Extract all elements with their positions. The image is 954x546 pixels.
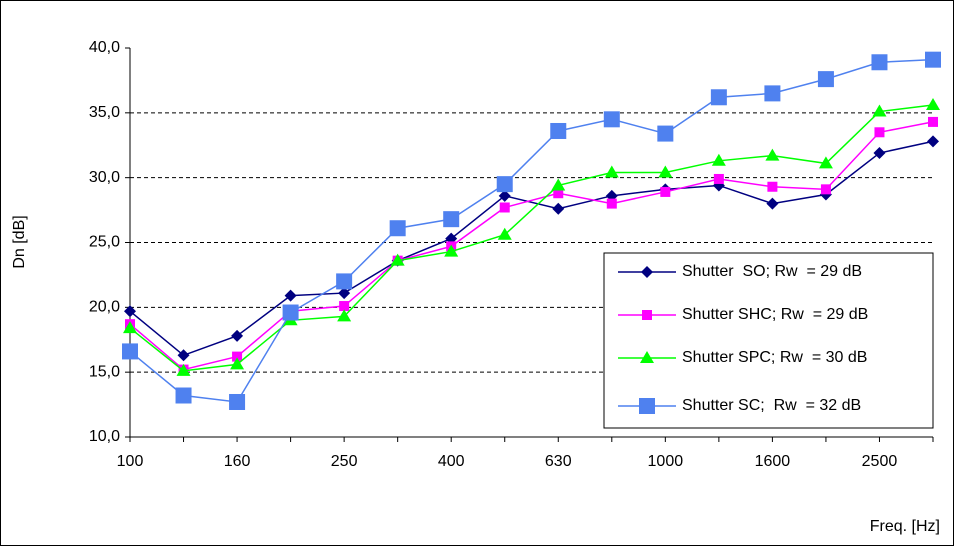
data-point [871,54,888,71]
data-point [820,184,831,195]
legend-box [603,252,934,429]
series-line [129,140,934,357]
data-point [282,304,299,321]
data-point [604,165,619,178]
data-point [766,197,779,210]
data-point [552,202,565,215]
data-point [338,287,351,300]
data-point [713,173,724,184]
series-line [129,121,934,371]
x-tick-label: 160 [224,453,251,470]
data-point [443,211,460,228]
data-point [177,349,190,362]
data-point [764,85,781,102]
y-tick-label: 25,0 [89,234,120,251]
data-point [818,156,833,169]
data-point [230,357,245,370]
data-point [550,122,567,139]
legend-marker [639,398,655,414]
legend-marker [642,310,652,320]
data-point [711,153,726,166]
x-axis-label: Freq. [Hz] [870,518,940,535]
y-tick-label: 15,0 [89,363,120,380]
data-point [339,301,350,312]
data-point [122,343,138,360]
data-point [603,111,620,128]
data-point [928,116,938,127]
data-point [124,305,136,318]
legend-marker [641,266,653,278]
data-point [337,309,352,322]
data-point [606,198,617,209]
data-point [284,289,297,302]
legend-label: Shutter SPC; Rw = 30 dB [682,349,867,366]
data-point [553,188,564,199]
legend-label: Shutter SHC; Rw = 29 dB [682,306,868,323]
data-point [873,147,886,160]
data-point [551,178,566,191]
legend-marker [640,351,654,363]
data-point [175,387,192,404]
legend-label: Shutter SO; Rw = 29 dB [682,263,862,280]
data-point [498,189,511,202]
data-point [123,321,137,334]
data-point [874,127,885,138]
series-line [129,58,934,403]
data-point [389,220,406,237]
data-point [765,148,780,161]
x-tick-label: 100 [117,453,144,470]
series-line [129,104,934,372]
y-tick-label: 35,0 [89,104,120,121]
x-tick-label: 250 [331,453,358,470]
data-point [232,351,243,362]
data-point [496,176,513,193]
data-point [926,98,940,111]
data-point [444,244,459,257]
data-point [927,135,939,148]
y-tick-label: 40,0 [89,39,120,56]
data-point [229,393,246,410]
data-point [767,181,778,192]
data-point [231,329,244,342]
data-point [336,273,353,290]
x-tick-label: 400 [438,453,465,470]
y-tick-label: 10,0 [89,428,120,445]
data-point [176,363,191,376]
legend-label: Shutter SC; Rw = 32 dB [682,397,861,414]
data-point [657,125,674,142]
data-point [660,186,671,197]
data-point [872,104,887,117]
y-tick-label: 20,0 [89,299,120,316]
data-point [390,253,405,266]
data-point [710,89,727,106]
data-point [925,51,941,68]
data-point [499,202,510,213]
x-tick-label: 2500 [862,453,898,470]
data-point [497,227,512,240]
data-point [658,165,673,178]
x-tick-label: 1000 [648,453,684,470]
data-point [817,71,834,88]
y-tick-label: 30,0 [89,169,120,186]
x-tick-label: 1600 [755,453,791,470]
x-tick-label: 630 [545,453,572,470]
y-axis-label: Dn [dB] [11,215,28,268]
